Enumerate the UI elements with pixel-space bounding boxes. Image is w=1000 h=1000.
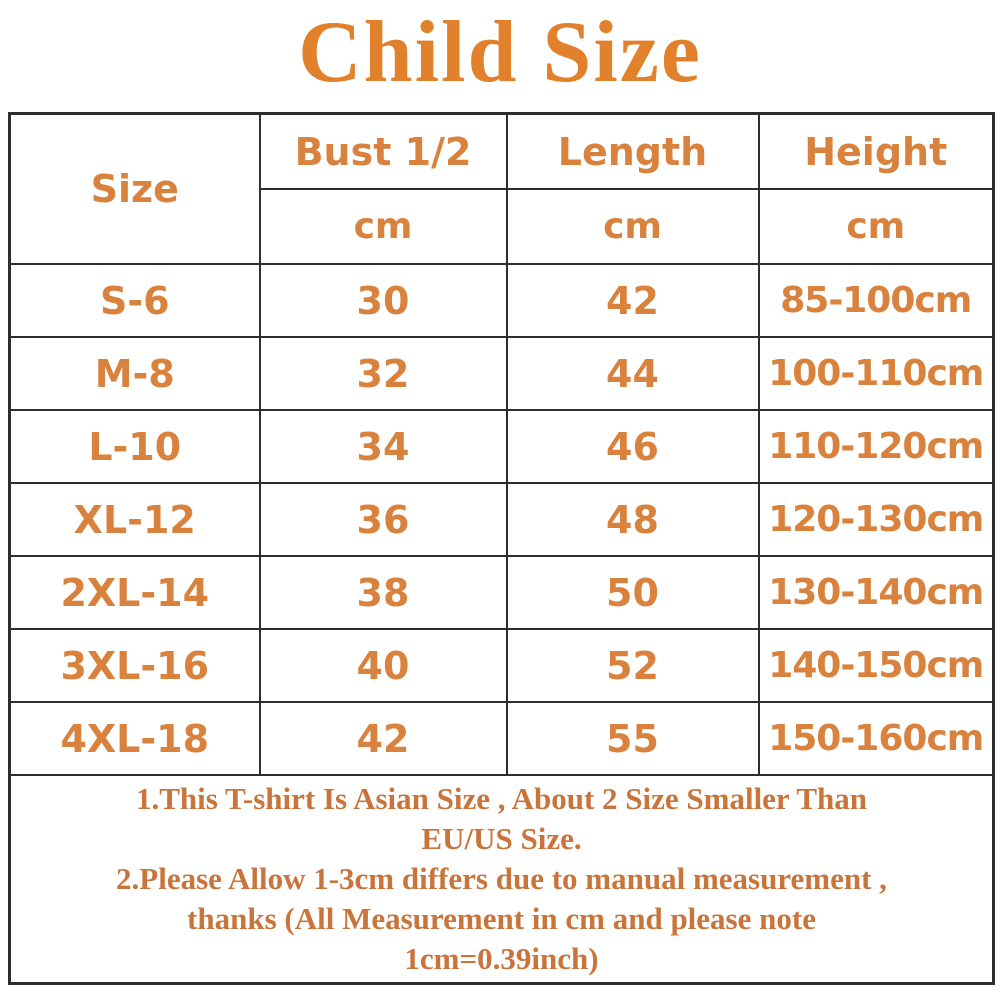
length-cell: 50: [505, 555, 760, 630]
height-cell: 140-150cm: [757, 628, 995, 703]
bust-cell: 36: [258, 482, 508, 557]
note-asian-size-line-1: 1.This T-shirt Is Asian Size , About 2 S…: [136, 781, 867, 816]
length-cell: 48: [505, 482, 760, 557]
column-header-size: Size: [8, 112, 261, 265]
bust-cell: 42: [258, 701, 508, 776]
height-cell: 120-130cm: [757, 482, 995, 557]
bust-cell: 32: [258, 336, 508, 411]
note-asian-size-line-2: EU/US Size.: [421, 821, 582, 856]
table-row: S-6 30 42 85-100cm: [8, 263, 995, 338]
unit-height-cm: cm: [757, 188, 995, 265]
height-cell: 85-100cm: [757, 263, 995, 338]
page-title: Child Size: [298, 4, 702, 101]
table-header: Size Bust 1/2 Length Height cm cm cm: [8, 112, 995, 265]
height-cell: 100-110cm: [757, 336, 995, 411]
length-cell: 46: [505, 409, 760, 484]
size-chart-table: Size Bust 1/2 Length Height cm cm cm S-6…: [8, 112, 995, 985]
unit-bust-cm: cm: [258, 188, 508, 265]
table-row: 3XL-16 40 52 140-150cm: [8, 628, 995, 703]
unit-length-cm: cm: [505, 188, 760, 265]
note-measurement-line-3: 1cm=0.39inch): [404, 941, 599, 976]
size-cell: 2XL-14: [8, 555, 261, 630]
notes-cell: 1.This T-shirt Is Asian Size , About 2 S…: [8, 774, 995, 985]
size-cell: 3XL-16: [8, 628, 261, 703]
size-cell: L-10: [8, 409, 261, 484]
length-cell: 55: [505, 701, 760, 776]
size-cell: M-8: [8, 336, 261, 411]
table-row: 4XL-18 42 55 150-160cm: [8, 701, 995, 776]
table-footer: 1.This T-shirt Is Asian Size , About 2 S…: [8, 774, 995, 985]
bust-cell: 34: [258, 409, 508, 484]
length-cell: 44: [505, 336, 760, 411]
table-body: S-6 30 42 85-100cm M-8 32 44 100-110cm L…: [8, 263, 995, 776]
note-measurement-line-2: thanks (All Measurement in cm and please…: [187, 901, 816, 936]
height-cell: 150-160cm: [757, 701, 995, 776]
table-row: XL-12 36 48 120-130cm: [8, 482, 995, 557]
header-row-units: cm cm cm: [10, 188, 995, 265]
length-cell: 42: [505, 263, 760, 338]
column-header-bust: Bust 1/2: [258, 112, 508, 190]
header-row-labels: Size Bust 1/2 Length Height: [8, 112, 995, 265]
height-cell: 130-140cm: [757, 555, 995, 630]
height-cell: 110-120cm: [757, 409, 995, 484]
bust-cell: 30: [258, 263, 508, 338]
table-row: M-8 32 44 100-110cm: [8, 336, 995, 411]
table-row: L-10 34 46 110-120cm: [8, 409, 995, 484]
size-cell: 4XL-18: [8, 701, 261, 776]
column-header-length: Length: [505, 112, 760, 190]
table-row: 2XL-14 38 50 130-140cm: [8, 555, 995, 630]
notes-row: 1.This T-shirt Is Asian Size , About 2 S…: [8, 774, 995, 985]
size-cell: S-6: [8, 263, 261, 338]
length-cell: 52: [505, 628, 760, 703]
size-cell: XL-12: [8, 482, 261, 557]
bust-cell: 40: [258, 628, 508, 703]
note-measurement-line-1: 2.Please Allow 1-3cm differs due to manu…: [116, 861, 887, 896]
bust-cell: 38: [258, 555, 508, 630]
column-header-height: Height: [757, 112, 995, 190]
